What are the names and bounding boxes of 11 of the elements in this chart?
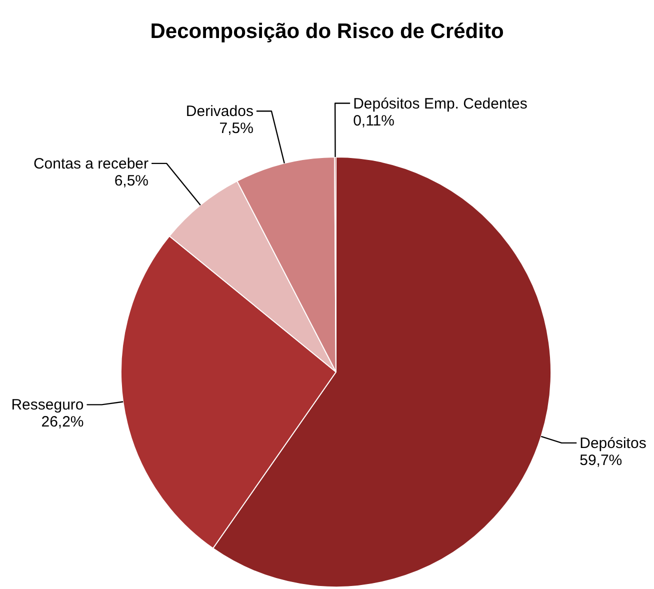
data-label: 59,7% <box>580 452 622 469</box>
slice-label: Contas a receber <box>33 155 149 172</box>
chart-title: Decomposição do Risco de Crédito <box>150 20 504 43</box>
slice-label: Derivados <box>186 103 254 120</box>
slice-label: Resseguro <box>11 396 84 414</box>
slice-label: Depósitos <box>580 434 646 452</box>
data-label: 6,5% <box>114 172 149 190</box>
data-label: 26,2% <box>41 414 84 431</box>
data-label: 7,5% <box>219 120 254 138</box>
slice-label: Depósitos Emp. Cedentes <box>353 95 528 112</box>
data-label: 0,11% <box>353 112 394 130</box>
